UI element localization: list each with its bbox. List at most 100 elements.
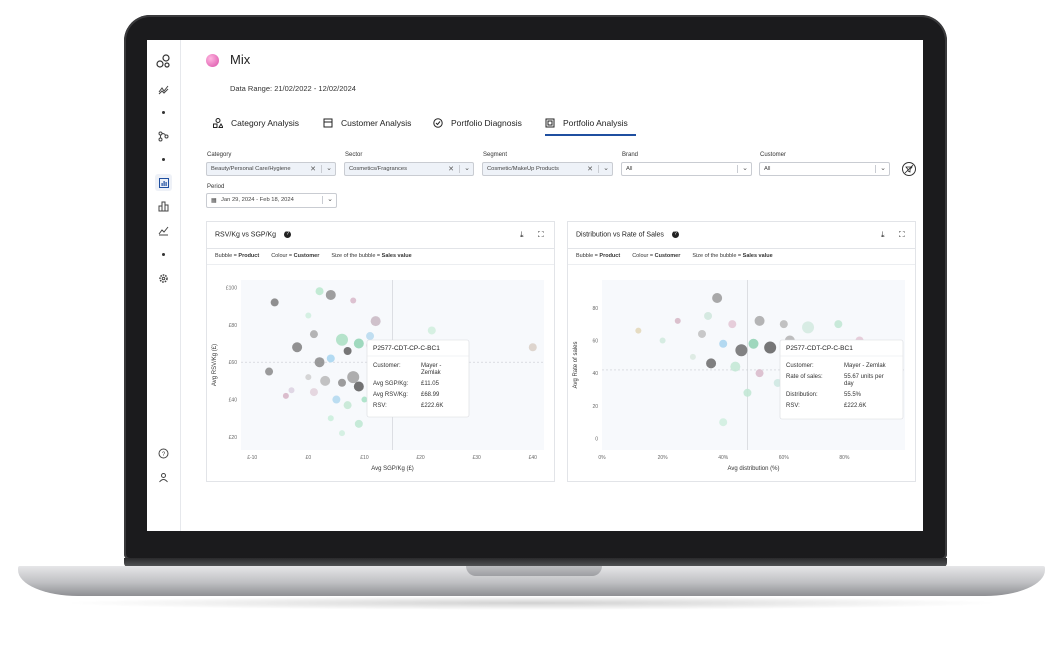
bubble-legend: Bubble = Product Colour = Customer Size of… [215, 253, 412, 259]
x-tick-label: £30 [472, 455, 481, 461]
tooltip-value: £222.6K [421, 403, 443, 409]
data-point [315, 287, 324, 296]
calendar-icon: ▦ [211, 198, 217, 204]
period-select-value: Jan 29, 2024 - Feb 18, 2024 [221, 197, 294, 203]
molecule-logo-icon[interactable] [155, 53, 172, 70]
fullscreen-icon[interactable]: ⛶ [538, 230, 544, 239]
legend-value: Product [599, 253, 621, 259]
legend-label: Size of the bubble = [692, 253, 743, 259]
chevron-down-icon[interactable]: ⌄ [464, 165, 470, 172]
data-point [659, 337, 666, 344]
scatter-chart-rsv-sgp[interactable]: £-10 £0 £10 £20 £30 £40 £20 £40 £60 £80 £100 Avg SG… [207, 266, 556, 481]
data-point [635, 327, 642, 334]
data-point [309, 330, 318, 339]
scatter-chart-distribution-ros[interactable]: 0% 20% 40% 60% 80% 0 20 40 60 80 Avg distribution … [568, 266, 917, 481]
data-point [712, 292, 723, 303]
category-select[interactable]: Beauty/Personal Care/Hygiene ✕ ⌄ [206, 162, 336, 176]
x-axis-label: Avg distribution (%) [728, 466, 780, 472]
sidebar-bullet [162, 111, 165, 114]
clear-icon[interactable]: ✕ [587, 166, 593, 173]
tab-customer-analysis[interactable]: Customer Analysis [323, 112, 411, 134]
fullscreen-icon[interactable]: ⛶ [899, 230, 905, 239]
data-point [292, 342, 303, 353]
bar-chart-icon[interactable] [155, 174, 172, 191]
panel-header: RSV/Kg vs SGP/Kg? ⤓ ⛶ [207, 222, 554, 249]
rsv-vs-sgp-panel: RSV/Kg vs SGP/Kg? ⤓ ⛶ Bubble = Product Co… [206, 221, 555, 482]
y-tick-label: £40 [229, 398, 238, 404]
data-point [309, 388, 318, 397]
tab-portfolio-diagnosis[interactable]: Portfolio Diagnosis [433, 112, 522, 134]
legend-value: Product [238, 253, 260, 259]
chevron-down-icon[interactable]: ⌄ [326, 165, 332, 172]
brand-select[interactable]: All ⌄ [621, 162, 752, 176]
building-icon[interactable] [155, 198, 172, 215]
legend-label: Colour = [632, 253, 655, 259]
help-icon[interactable]: ? [284, 231, 292, 238]
tooltip-value: £68.99 [421, 392, 440, 398]
select-divider [598, 165, 599, 173]
data-point [706, 358, 717, 369]
reset-filters-button[interactable] [902, 162, 916, 176]
clear-icon[interactable]: ✕ [448, 166, 454, 173]
chevron-down-icon[interactable]: ⌄ [603, 165, 609, 172]
y-tick-label: 0 [595, 437, 598, 443]
period-filter-label: Period [207, 184, 225, 190]
data-range-text: Data Range: 21/02/2022 - 12/02/2024 [230, 84, 356, 93]
laptop-hinge [124, 558, 947, 567]
data-point [427, 326, 436, 335]
data-point [332, 395, 341, 404]
tab-label: Customer Analysis [341, 118, 412, 128]
tab-category-analysis[interactable]: Category Analysis [213, 112, 299, 134]
y-tick-label: £60 [229, 360, 238, 366]
data-point [350, 297, 357, 304]
data-point [288, 387, 295, 394]
tab-label: Category Analysis [231, 118, 300, 128]
y-tick-label: 40 [592, 371, 598, 377]
category-icon [213, 118, 223, 128]
y-tick-label: £20 [229, 435, 238, 441]
x-tick-label: 20% [658, 455, 669, 461]
chart-tooltip: P2577-CDT-CP-C-BC1 Customer: Mayer -Zemlak… [366, 339, 470, 418]
data-point [764, 341, 777, 354]
help-icon[interactable]: ? [155, 445, 172, 462]
data-point [674, 317, 681, 324]
data-point [320, 375, 331, 386]
sector-select[interactable]: Cosmetics/Fragrances ✕ ⌄ [344, 162, 474, 176]
chevron-down-icon[interactable]: ⌄ [742, 165, 748, 172]
data-point [697, 329, 706, 338]
customer-select[interactable]: All ⌄ [759, 162, 890, 176]
user-icon[interactable] [155, 469, 172, 486]
filter-off-icon [904, 164, 914, 174]
clear-icon[interactable]: ✕ [310, 166, 316, 173]
chevron-down-icon[interactable]: ⌄ [880, 165, 886, 172]
segment-select[interactable]: Cosmetic/MakeUp Products ✕ ⌄ [482, 162, 613, 176]
data-point [719, 418, 728, 427]
analytics-icon[interactable] [155, 222, 172, 239]
select-divider [322, 196, 323, 204]
legend-label: Bubble = [215, 253, 239, 259]
sidebar-bullet [162, 253, 165, 256]
data-point [743, 388, 752, 397]
tooltip-value: Mayer - Zemlak [844, 363, 887, 369]
data-point [343, 346, 352, 355]
download-icon[interactable]: ⤓ [881, 230, 885, 239]
tooltip-key: Customer: [786, 363, 814, 369]
tab-portfolio-analysis[interactable]: Portfolio Analysis [545, 112, 636, 136]
customer-select-value: All [764, 166, 771, 172]
flow-branch-icon[interactable] [155, 128, 172, 145]
help-icon[interactable]: ? [671, 231, 679, 238]
tooltip-value: day [844, 381, 854, 387]
data-point [834, 320, 843, 329]
data-point [730, 361, 741, 372]
chevron-down-icon[interactable]: ⌄ [327, 196, 333, 203]
data-point [361, 396, 368, 403]
data-point [748, 338, 759, 349]
panel-divider [568, 264, 915, 265]
data-point [353, 338, 364, 349]
legend-label: Colour = [271, 253, 294, 259]
trend-chart-icon[interactable] [155, 81, 172, 98]
download-icon[interactable]: ⤓ [520, 230, 524, 239]
period-select[interactable]: Jan 29, 2024 - Feb 18, 2024 ▦ ⌄ [206, 193, 337, 208]
x-tick-label: 0% [598, 455, 606, 461]
gear-icon[interactable] [155, 270, 172, 287]
